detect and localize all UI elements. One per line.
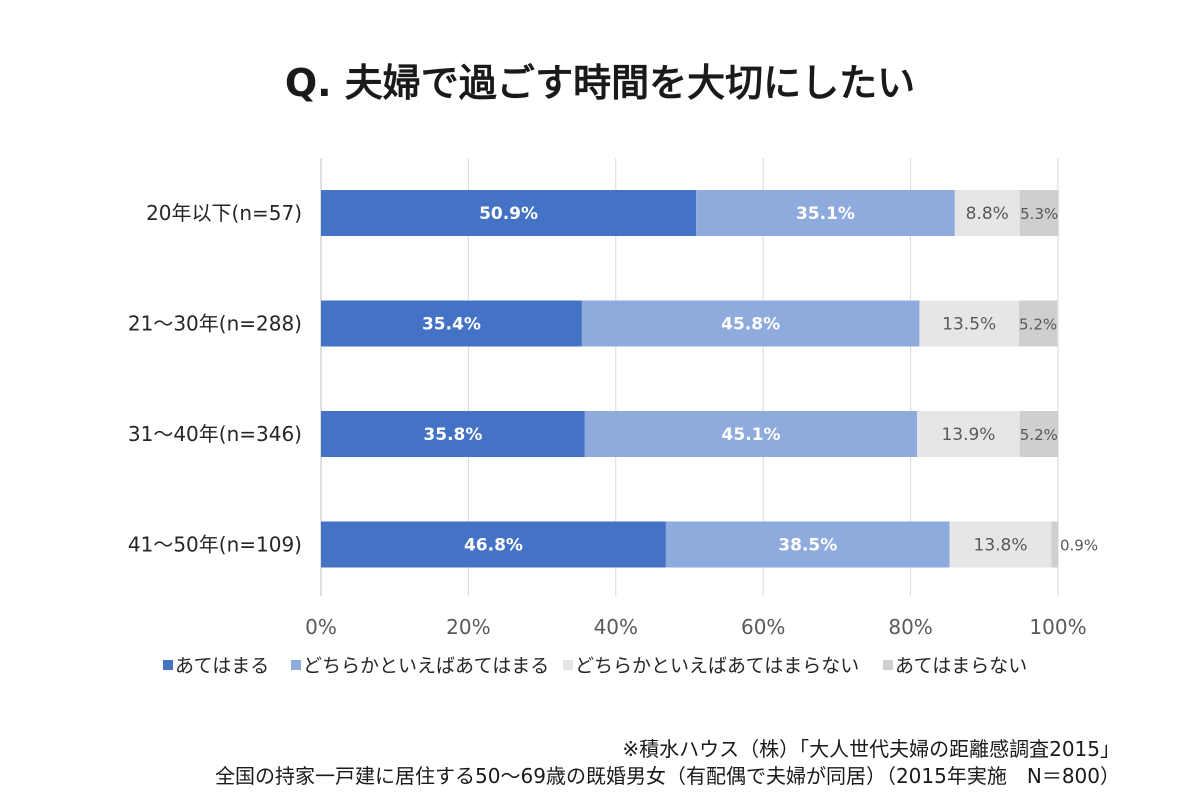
data-label-0-2: 8.8% <box>966 204 1009 224</box>
data-label-3-3: 0.9% <box>1060 537 1098 555</box>
data-label-3-1: 38.5% <box>778 536 837 556</box>
bar-segment-1-1 <box>581 300 920 347</box>
source-line-1: ※積水ハウス（株）「大人世代夫婦の距離感調査2015」 <box>622 737 1120 761</box>
data-label-1-0: 35.4% <box>422 315 481 335</box>
legend-label-2: どちらかといえばあてはまらない <box>575 655 859 677</box>
data-label-1-1: 45.8% <box>721 315 780 335</box>
bar-segment-0-1 <box>696 190 955 236</box>
x-tick-label-5: 100% <box>1029 615 1086 639</box>
data-label-2-1: 45.1% <box>722 425 781 445</box>
category-label-0: 20年以下(n=57) <box>146 201 302 225</box>
chart-title: Q. 夫婦で過ごす時間を大切にしたい <box>284 61 916 105</box>
legend-swatch-2 <box>563 660 573 670</box>
bar-segment-1-0 <box>321 300 582 347</box>
bar-segment-3-0 <box>321 521 666 568</box>
data-label-0-3: 5.3% <box>1020 205 1058 223</box>
bar-segment-3-3 <box>1051 521 1058 568</box>
x-tick-label-3: 60% <box>741 615 785 639</box>
bar-segment-0-3 <box>1019 190 1059 236</box>
x-tick-label-4: 80% <box>888 615 932 639</box>
x-tick-label-2: 40% <box>594 615 638 639</box>
bar-segment-1-3 <box>1018 300 1058 347</box>
category-label-2: 31～40年(n=346) <box>128 422 302 446</box>
x-tick-label-1: 20% <box>446 615 490 639</box>
source-line-2: 全国の持家一戸建に居住する50～69歳の既婚男女（有配偶で夫婦が同居）（2015… <box>215 764 1120 788</box>
data-label-1-3: 5.2% <box>1019 316 1057 334</box>
bar-segment-2-2 <box>917 411 1020 457</box>
data-label-2-2: 13.9% <box>941 425 995 445</box>
legend-label-0: あてはまる <box>175 655 269 677</box>
data-label-2-0: 35.8% <box>423 425 482 445</box>
bar-segment-2-1 <box>584 411 918 457</box>
data-label-0-1: 35.1% <box>796 204 855 224</box>
bar-segment-1-2 <box>919 300 1019 347</box>
data-label-0-0: 50.9% <box>479 204 538 224</box>
bar-segment-2-0 <box>321 411 585 457</box>
legend-swatch-1 <box>291 660 301 670</box>
category-label-1: 21～30年(n=288) <box>128 312 302 336</box>
data-label-3-2: 13.8% <box>974 536 1028 556</box>
legend-label-3: あてはまらない <box>895 655 1027 677</box>
bar-segment-3-2 <box>949 521 1052 568</box>
data-label-1-2: 13.5% <box>942 315 996 335</box>
data-label-3-0: 46.8% <box>464 536 523 556</box>
bar-segment-3-1 <box>665 521 950 568</box>
legend-label-1: どちらかといえばあてはまる <box>303 655 549 677</box>
category-label-3: 41～50年(n=109) <box>128 533 302 557</box>
bar-segment-0-0 <box>321 190 697 236</box>
source-note: ※積水ハウス（株）「大人世代夫婦の距離感調査2015」 全国の持家一戸建に居住す… <box>20 736 1120 790</box>
legend-swatch-3 <box>883 660 893 670</box>
x-tick-label-0: 0% <box>305 615 337 639</box>
bar-segment-0-2 <box>954 190 1020 236</box>
data-label-2-3: 5.2% <box>1020 426 1058 444</box>
legend-swatch-0 <box>163 660 173 670</box>
bar-segment-2-3 <box>1019 411 1058 457</box>
